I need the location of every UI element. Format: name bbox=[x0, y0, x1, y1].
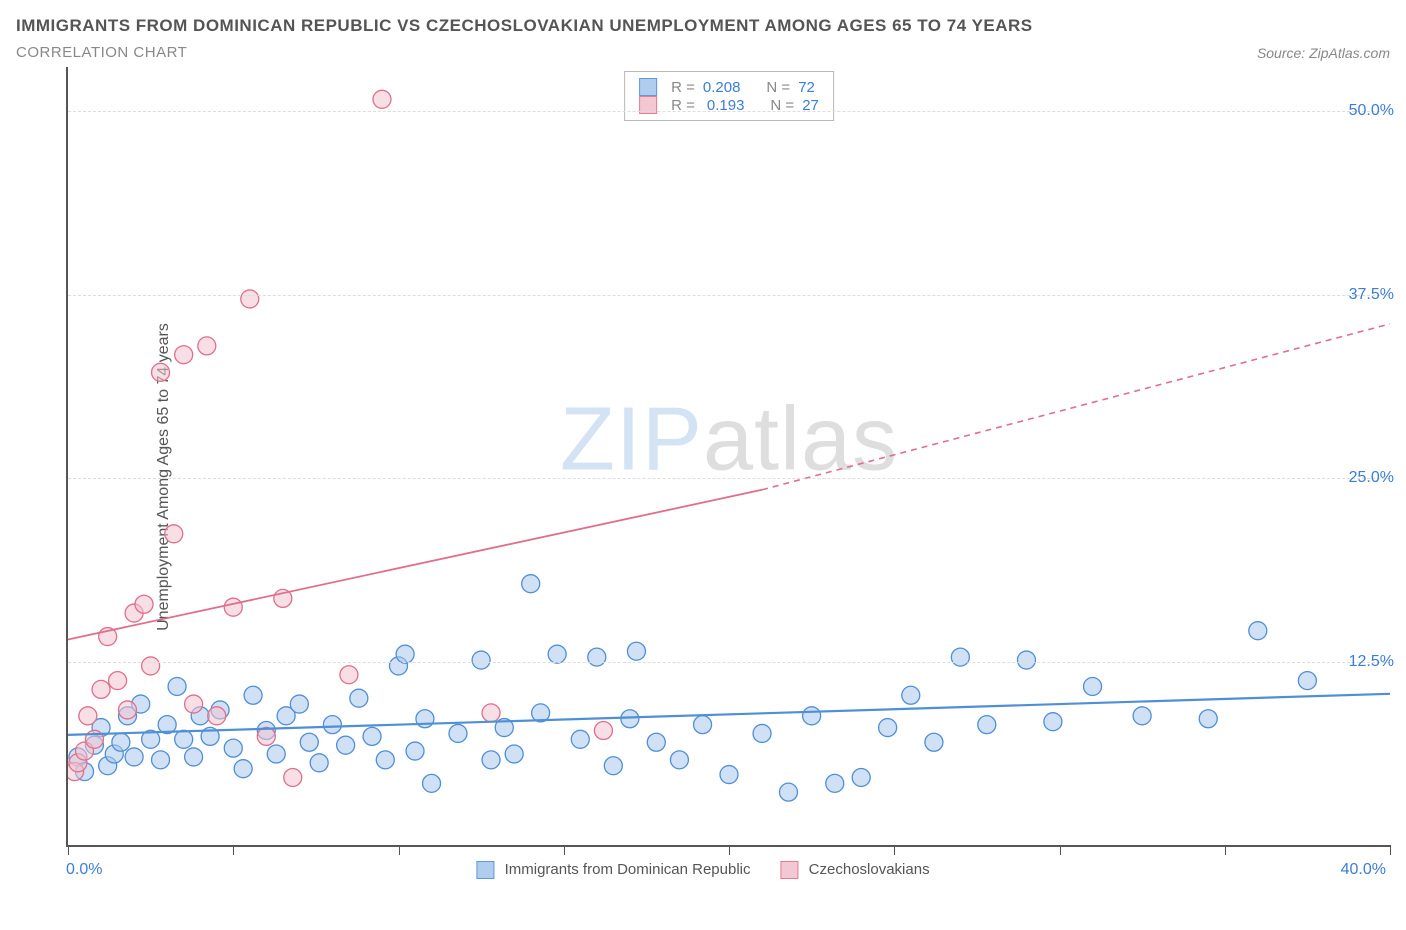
legend-swatch-bottom-2 bbox=[781, 861, 799, 879]
source-attribution: Source: ZipAtlas.com bbox=[1257, 45, 1390, 61]
chart-title: IMMIGRANTS FROM DOMINICAN REPUBLIC VS CZ… bbox=[16, 16, 1390, 36]
legend-item-1: Immigrants from Dominican Republic bbox=[476, 861, 750, 879]
chart-subtitle: CORRELATION CHART bbox=[16, 44, 187, 61]
series-legend: Immigrants from Dominican Republic Czech… bbox=[476, 861, 929, 879]
scatter-svg bbox=[68, 67, 1390, 845]
legend-swatch-bottom-1 bbox=[476, 861, 494, 879]
legend-item-2: Czechoslovakians bbox=[781, 861, 930, 879]
y-tick-label: 25.0% bbox=[1349, 469, 1394, 487]
legend-label-1: Immigrants from Dominican Republic bbox=[505, 861, 751, 878]
plot-area: ZIPatlas R = 0.208 N = 72 R = 0.193 N = … bbox=[66, 67, 1390, 847]
subtitle-row: CORRELATION CHART Source: ZipAtlas.com bbox=[16, 44, 1390, 61]
y-tick-label: 12.5% bbox=[1349, 653, 1394, 671]
y-tick-label: 37.5% bbox=[1349, 286, 1394, 304]
x-axis-max-label: 40.0% bbox=[1341, 861, 1386, 879]
y-tick-label: 50.0% bbox=[1349, 102, 1394, 120]
chart-container: Unemployment Among Ages 65 to 74 years Z… bbox=[16, 67, 1390, 887]
x-axis-min-label: 0.0% bbox=[66, 861, 102, 879]
legend-label-2: Czechoslovakians bbox=[809, 861, 930, 878]
